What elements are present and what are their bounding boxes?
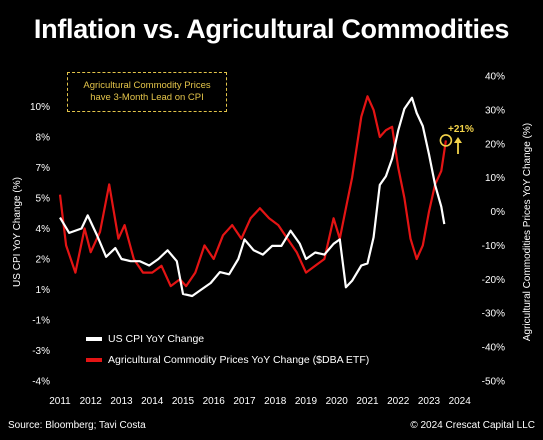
left-axis-ticks: -4% -3% -1% 1% 2% 4% 5% 7% 8% 10%	[30, 102, 50, 388]
right-tick-label: -20%	[482, 275, 505, 286]
right-tick-label: 30%	[485, 105, 505, 116]
x-tick-label: 2020	[326, 396, 349, 407]
x-tick-label: 2023	[418, 396, 441, 407]
legend-item-cpi: US CPI YoY Change	[86, 333, 204, 345]
x-tick-label: 2019	[295, 396, 318, 407]
callout-circle	[439, 134, 453, 147]
right-tick-label: 0%	[491, 207, 506, 218]
series-layer	[58, 95, 447, 298]
left-tick-label: 8%	[36, 133, 51, 144]
x-tick-label: 2012	[80, 396, 103, 407]
right-tick-label: -10%	[482, 241, 505, 252]
x-tick-label: 2013	[110, 396, 133, 407]
series-line-agri	[58, 95, 447, 288]
left-tick-label: -1%	[32, 316, 50, 327]
left-tick-label: -3%	[32, 346, 50, 357]
footer-copyright: © 2024 Crescat Capital LLC	[410, 420, 535, 431]
series-line-cpi	[59, 96, 446, 298]
x-tick-label: 2022	[387, 396, 410, 407]
legend-item-agri: Agricultural Commodity Prices YoY Change…	[86, 354, 369, 366]
x-tick-label: 2011	[49, 396, 71, 407]
right-axis-label: Agricultural Commodities Prices YoY Chan…	[522, 123, 533, 341]
right-axis-ticks: -50% -40% -30% -20% -10% 0% 10% 20% 30% 40%	[482, 72, 505, 388]
callout-label: +21%	[448, 124, 474, 135]
left-tick-label: 5%	[36, 194, 51, 205]
annotation-box: Agricultural Commodity Prices have 3-Mon…	[67, 72, 227, 112]
x-tick-label: 2018	[264, 396, 287, 407]
left-tick-label: 7%	[36, 163, 51, 174]
x-tick-label: 2014	[141, 396, 164, 407]
right-tick-label: -30%	[482, 309, 505, 320]
up-arrow-icon	[454, 137, 462, 154]
x-tick-label: 2017	[233, 396, 256, 407]
x-tick-label: 2015	[172, 396, 195, 407]
x-tick-label: 2016	[203, 396, 226, 407]
legend-swatch-cpi	[86, 337, 102, 341]
legend-label-cpi: US CPI YoY Change	[108, 333, 205, 345]
x-tick-label: 2024	[449, 396, 472, 407]
right-tick-label: 40%	[485, 72, 505, 83]
footer-source: Source: Bloomberg; Tavi Costa	[8, 420, 146, 431]
left-tick-label: -4%	[32, 377, 50, 388]
chart-title: Inflation vs. Agricultural Commodities	[33, 14, 510, 44]
x-axis-ticks: 2011 2012 2013 2014 2015 2016 2017 2018 2019 2020…	[49, 396, 471, 407]
legend-swatch-agri	[86, 358, 102, 362]
right-tick-label: 20%	[485, 139, 505, 150]
left-tick-label: 10%	[30, 102, 50, 113]
right-tick-label: -50%	[482, 377, 505, 388]
legend-label-agri: Agricultural Commodity Prices YoY Change…	[108, 354, 370, 366]
right-tick-label: -40%	[482, 343, 505, 354]
x-tick-label: 2021	[356, 396, 379, 407]
left-axis-label: US CPI YoY Change (%)	[12, 177, 23, 287]
left-tick-label: 4%	[36, 224, 51, 235]
left-tick-label: 2%	[36, 255, 51, 266]
right-tick-label: 10%	[485, 173, 505, 184]
left-tick-label: 1%	[36, 285, 51, 296]
